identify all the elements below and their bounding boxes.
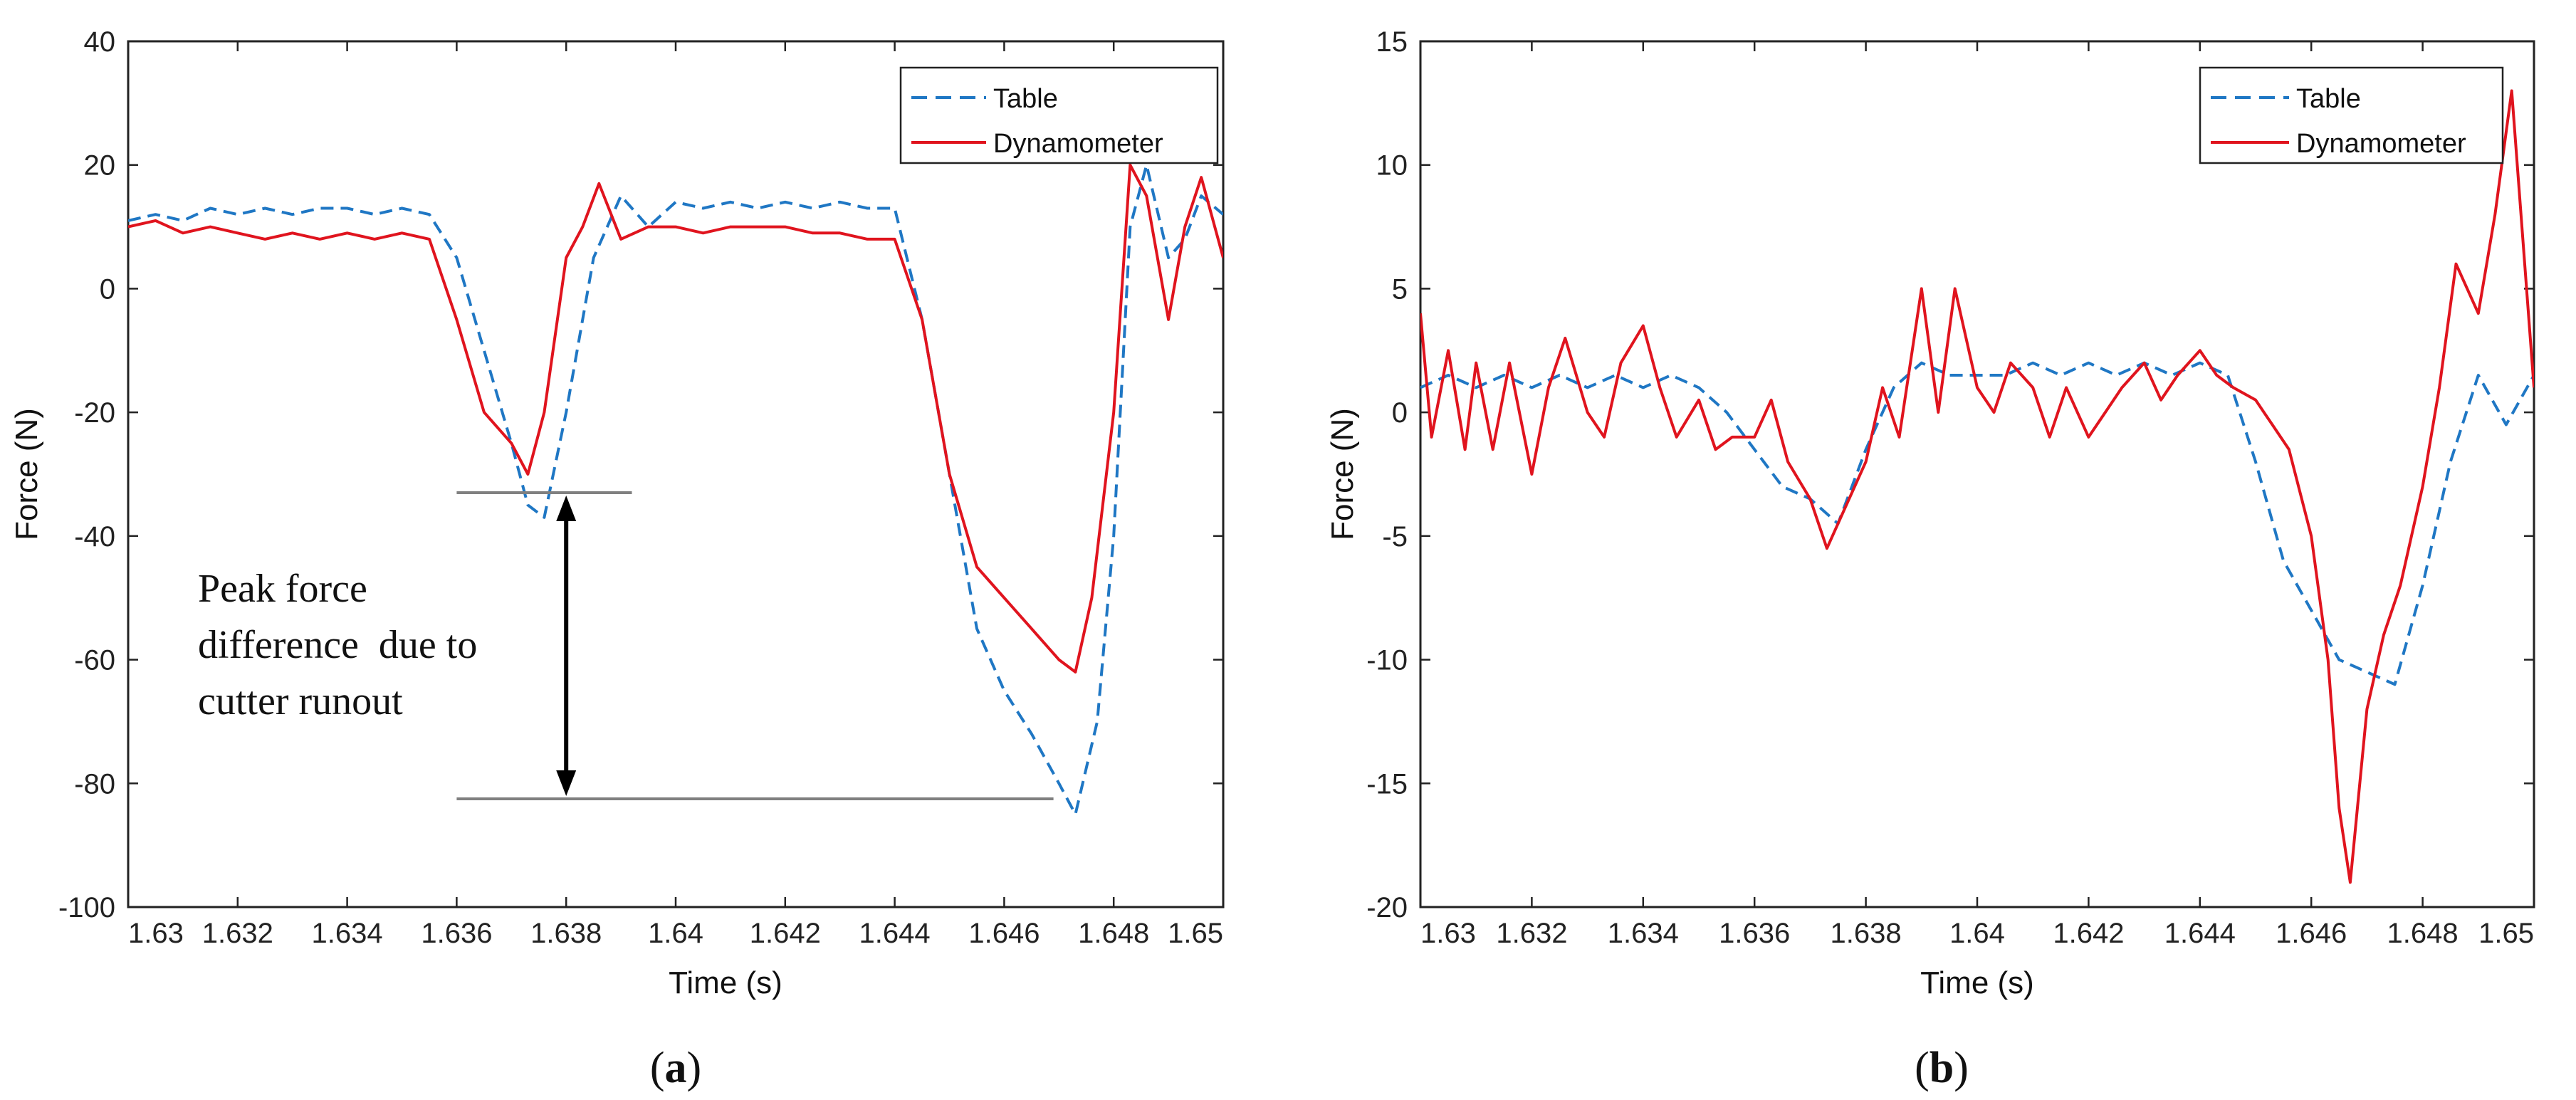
panel-label-b: (b) [1915,1044,1969,1092]
y-tick-label: -40 [74,521,115,552]
series-lines-a [128,163,1223,816]
panel-label-a: (a) [650,1044,701,1092]
x-tick-label: 1.646 [2276,918,2347,949]
y-tick-label: -20 [1366,892,1408,923]
x-tick-label: 1.638 [1831,918,1902,949]
y-tick-label: -80 [74,768,115,800]
x-tick-label: 1.64 [1949,918,2005,949]
x-axis-a: 1.63 1.632 1.634 1.636 1.638 1.64 1.642 1.644 1.… [127,41,1225,949]
y-tick-label: -60 [74,645,115,676]
plot-area-b [1419,40,2535,908]
y-tick-label: 40 [84,26,116,58]
x-tick-label: 1.63 [128,918,184,949]
y-tick-label: 20 [84,150,116,182]
legend-label-dynamometer: Dynamometer [993,129,1163,159]
x-tick-label: 1.636 [421,918,492,949]
x-tick-label: 1.642 [2053,918,2124,949]
y-axis-label-b: Force (N) [1325,408,1360,540]
arrow-head-down-icon [556,770,577,796]
series-lines-b [1420,89,2534,884]
x-axis-label-b: Time (s) [1920,965,2034,1000]
annotation-a: Peak force difference due to cutter runo… [198,491,1054,800]
series-line-table [128,163,1223,816]
legend-label-table: Table [993,84,1058,114]
x-tick-label: 1.634 [1608,918,1679,949]
x-axis-label-a: Time (s) [669,965,782,1000]
x-tick-label: 1.644 [2164,918,2236,949]
y-tick-label: 15 [1376,26,1408,58]
x-tick-label: 1.648 [2387,918,2459,949]
y-tick-label: 0 [1392,397,1408,429]
y-tick-label: -15 [1366,768,1408,800]
legend-label-dynamometer: Dynamometer [2296,129,2466,159]
x-tick-label: 1.63 [1420,918,1476,949]
y-axis-label-a: Force (N) [9,408,44,540]
x-tick-label: 1.644 [859,918,931,949]
annotation-line-3: cutter runout [198,679,403,723]
x-tick-label: 1.65 [1168,918,1223,949]
panel-letter-b: b [1930,1044,1954,1092]
plot-area-a [127,40,1225,908]
y-axis-a: 40 20 0 -20 -40 -60 -80 -100 [58,26,1223,923]
annotation-line-1: Peak force [198,567,367,611]
y-axis-b: 15 10 5 0 -5 -10 -15 -20 [1366,26,2534,923]
x-tick-label: 1.642 [750,918,821,949]
x-tick-label: 1.632 [1496,918,1567,949]
series-line-dynamometer [1420,89,2534,884]
x-tick-label: 1.634 [312,918,383,949]
x-tick-label: 1.648 [1078,918,1149,949]
x-tick-label: 1.64 [648,918,703,949]
arrow-head-up-icon [556,496,577,522]
x-tick-label: 1.65 [2478,918,2534,949]
series-line-dynamometer [128,163,1223,674]
y-tick-label: 5 [1392,273,1408,305]
legend-a: Table Dynamometer [899,66,1219,164]
y-tick-label: -10 [1366,645,1408,676]
x-tick-label: 1.646 [968,918,1040,949]
panel-letter-a: a [665,1044,687,1092]
y-tick-label: -5 [1382,521,1408,552]
y-tick-label: -100 [58,892,115,923]
legend-label-table: Table [2296,84,2361,114]
x-tick-label: 1.638 [530,918,602,949]
x-tick-label: 1.632 [202,918,273,949]
y-tick-label: -20 [74,397,115,429]
legend-b: Table Dynamometer [2199,66,2504,164]
x-axis-b: 1.63 1.632 1.634 1.636 1.638 1.64 1.642 1.644 1.… [1419,41,2535,949]
x-tick-label: 1.636 [1719,918,1790,949]
y-tick-label: 0 [100,273,115,305]
y-tick-label: 10 [1376,150,1408,182]
annotation-line-2: difference due to [198,623,477,667]
series-line-table [1420,361,2534,686]
